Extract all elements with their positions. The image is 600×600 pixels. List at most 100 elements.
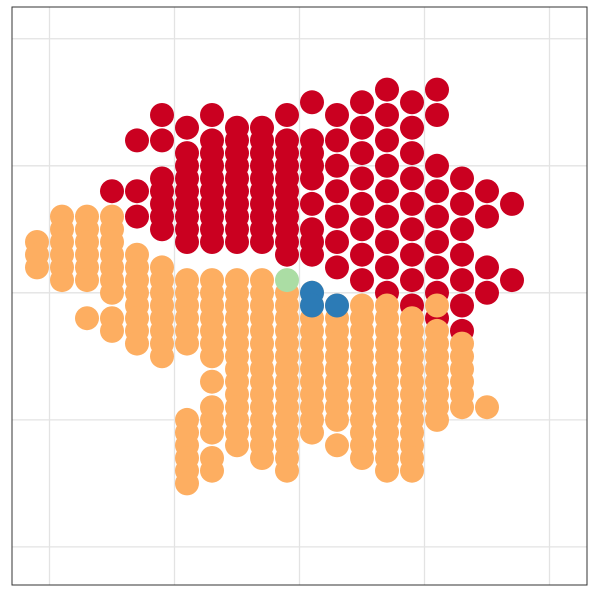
- data-point: [400, 141, 424, 166]
- data-point: [150, 103, 174, 127]
- data-point: [350, 141, 374, 166]
- data-point: [475, 280, 499, 305]
- data-point: [500, 191, 524, 216]
- data-point: [100, 179, 124, 204]
- data-point: [325, 153, 349, 178]
- data-point: [350, 242, 374, 267]
- data-point: [450, 242, 474, 267]
- data-point: [375, 77, 399, 102]
- data-point: [200, 420, 224, 445]
- data-point: [350, 166, 374, 191]
- data-point: [400, 458, 424, 483]
- data-point: [400, 115, 424, 140]
- data-point: [400, 217, 424, 242]
- data-point: [375, 103, 399, 127]
- data-point: [225, 230, 249, 254]
- data-point: [300, 420, 324, 445]
- data-point: [400, 191, 424, 216]
- data-point: [375, 179, 399, 204]
- data-point: [300, 166, 324, 191]
- data-point: [325, 128, 349, 153]
- data-point: [350, 446, 374, 470]
- data-point: [475, 395, 499, 420]
- plot-border: [11, 6, 588, 586]
- data-point: [400, 166, 424, 191]
- data-point: [100, 318, 124, 343]
- data-point: [350, 191, 374, 216]
- data-point: [400, 90, 424, 115]
- data-point: [450, 268, 474, 293]
- data-point: [200, 230, 224, 254]
- data-point: [400, 242, 424, 267]
- points: [25, 77, 524, 496]
- data-point: [375, 255, 399, 280]
- data-point: [450, 217, 474, 242]
- data-point: [425, 293, 449, 318]
- data-point: [375, 128, 399, 153]
- data-point: [125, 128, 149, 153]
- data-point: [350, 115, 374, 140]
- data-point: [125, 331, 149, 356]
- data-point: [350, 90, 374, 115]
- data-point: [450, 395, 474, 420]
- data-point: [200, 458, 224, 483]
- data-point: [450, 293, 474, 318]
- data-point: [225, 433, 249, 458]
- data-point: [400, 268, 424, 293]
- data-point: [175, 331, 199, 356]
- data-point: [200, 369, 224, 394]
- data-point: [325, 407, 349, 432]
- data-point: [125, 179, 149, 204]
- data-point: [125, 204, 149, 229]
- data-point: [300, 191, 324, 216]
- data-point: [150, 128, 174, 153]
- data-point: [325, 179, 349, 204]
- data-point: [175, 471, 199, 496]
- data-point: [325, 230, 349, 254]
- data-point: [425, 204, 449, 229]
- data-point: [275, 103, 299, 127]
- data-point: [475, 255, 499, 280]
- data-point: [375, 153, 399, 178]
- data-point: [375, 204, 399, 229]
- data-point: [50, 268, 74, 293]
- data-point: [175, 230, 199, 254]
- data-point: [275, 458, 299, 483]
- data-point: [475, 204, 499, 229]
- data-point: [475, 179, 499, 204]
- data-point: [250, 446, 274, 470]
- data-point: [75, 306, 99, 331]
- data-point: [500, 268, 524, 293]
- data-point: [325, 293, 349, 318]
- data-point: [425, 255, 449, 280]
- data-point: [150, 217, 174, 242]
- data-point: [425, 153, 449, 178]
- data-point: [300, 90, 324, 115]
- data-point: [350, 217, 374, 242]
- data-point: [75, 268, 99, 293]
- data-point: [375, 458, 399, 483]
- data-point: [325, 433, 349, 458]
- data-point: [200, 344, 224, 369]
- data-point: [425, 77, 449, 102]
- data-point: [300, 242, 324, 267]
- data-point: [425, 103, 449, 127]
- data-point: [175, 115, 199, 140]
- data-point: [425, 179, 449, 204]
- data-point: [450, 191, 474, 216]
- data-point: [250, 230, 274, 254]
- data-point: [150, 344, 174, 369]
- data-point: [300, 293, 324, 318]
- data-point: [325, 204, 349, 229]
- data-point: [25, 255, 49, 280]
- data-point: [200, 103, 224, 127]
- data-point: [425, 407, 449, 432]
- data-point: [350, 268, 374, 293]
- data-point: [325, 255, 349, 280]
- data-point: [275, 268, 299, 293]
- data-point: [425, 230, 449, 254]
- data-point: [275, 242, 299, 267]
- data-point: [325, 103, 349, 127]
- data-point: [375, 230, 399, 254]
